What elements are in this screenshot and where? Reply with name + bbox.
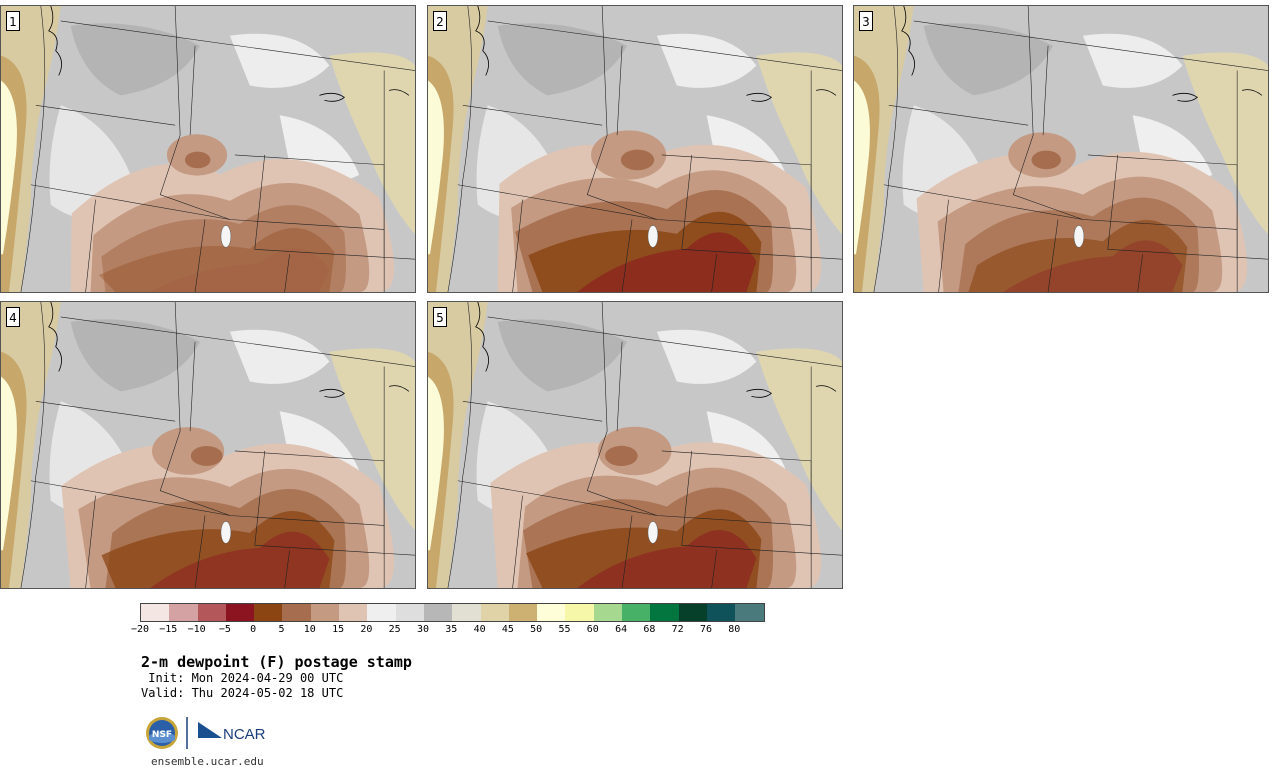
colorbar-tick-label: −5 (218, 624, 231, 635)
colorbar-tick-label: −10 (187, 624, 206, 635)
panel-label-5: 5 (433, 307, 447, 327)
init-time: Init: Mon 2024-04-29 00 UTC (141, 671, 344, 685)
colorbar-segment (254, 604, 283, 621)
valid-time: Valid: Thu 2024-05-02 18 UTC (141, 686, 344, 700)
map-panel-5: 5 (427, 301, 843, 589)
colorbar-segment (508, 604, 538, 621)
colorbar-tick-label: 60 (586, 624, 599, 635)
colorbar-segment (282, 604, 311, 621)
colorbar-tick-label: 68 (643, 624, 656, 635)
colorbar-segment (706, 604, 736, 621)
colorbar-tick-label: 25 (388, 624, 401, 635)
colorbar-segment (367, 604, 396, 621)
colorbar-tick-label: 10 (303, 624, 316, 635)
colorbar-segment (650, 604, 679, 621)
colorbar-segment (593, 604, 623, 621)
colorbar-tick-label: 55 (558, 624, 571, 635)
colorbar-tick-label: 76 (699, 624, 713, 635)
colorbar-tick-labels: −20 −15 −10 −5 0 5 10 15 20 25 30 35 40 45 50 55 60 64 68 7… (131, 624, 760, 638)
colorbar-segment (452, 604, 481, 621)
colorbar-segment (537, 604, 566, 621)
colorbar-segment (310, 604, 340, 621)
colorbar-tick-label: −15 (159, 624, 178, 635)
colorbar-tick-label: 15 (332, 624, 345, 635)
colorbar-tick-label: 40 (473, 624, 486, 635)
panel-label-3: 3 (859, 11, 873, 31)
colorbar-segment (169, 604, 198, 621)
colorbar-tick-label: 35 (445, 624, 458, 635)
svg-text:NSF: NSF (152, 730, 172, 740)
dewpoint-colorbar (140, 603, 765, 622)
colorbar-tick-label: 0 (250, 624, 257, 635)
map-panel-1: 1 (0, 5, 416, 293)
colorbar-tick-label: 72 (671, 624, 684, 635)
map-panel-4: 4 (0, 301, 416, 589)
colorbar-segment (480, 604, 509, 621)
colorbar-segment (423, 604, 453, 621)
colorbar-tick-label: 50 (530, 624, 543, 635)
panel-label-4: 4 (6, 307, 20, 327)
colorbar-tick-label: 20 (360, 624, 373, 635)
colorbar-tick-label: 80 (728, 624, 741, 635)
colorbar-segment (395, 604, 424, 621)
svg-text:NCAR: NCAR (223, 726, 266, 743)
logos: NSF NCAR (144, 714, 284, 752)
colorbar-segment (622, 604, 651, 621)
colorbar-segment (141, 604, 170, 621)
colorbar-tick-label: 64 (615, 624, 628, 635)
colorbar-tick-label: −20 (130, 624, 150, 635)
colorbar-tick-label: 5 (278, 624, 285, 635)
colorbar-segment (565, 604, 594, 621)
colorbar-segment (225, 604, 255, 621)
colorbar-tick-label: 45 (501, 624, 514, 635)
colorbar-segment (678, 604, 707, 621)
chart-title: 2-m dewpoint (F) postage stamp (141, 653, 412, 671)
website-url: ensemble.ucar.edu (151, 755, 264, 768)
colorbar-segment (339, 604, 368, 621)
colorbar-segment (197, 604, 226, 621)
map-panel-2: 2 (427, 5, 843, 293)
panel-label-1: 1 (6, 11, 20, 31)
nsf-logo-icon: NSF (146, 717, 178, 749)
panel-label-2: 2 (433, 11, 447, 31)
colorbar-segment (735, 604, 764, 621)
map-panel-3: 3 (853, 5, 1269, 293)
ncar-logo-icon: NCAR (198, 722, 266, 743)
colorbar-tick-label: 30 (416, 624, 430, 635)
